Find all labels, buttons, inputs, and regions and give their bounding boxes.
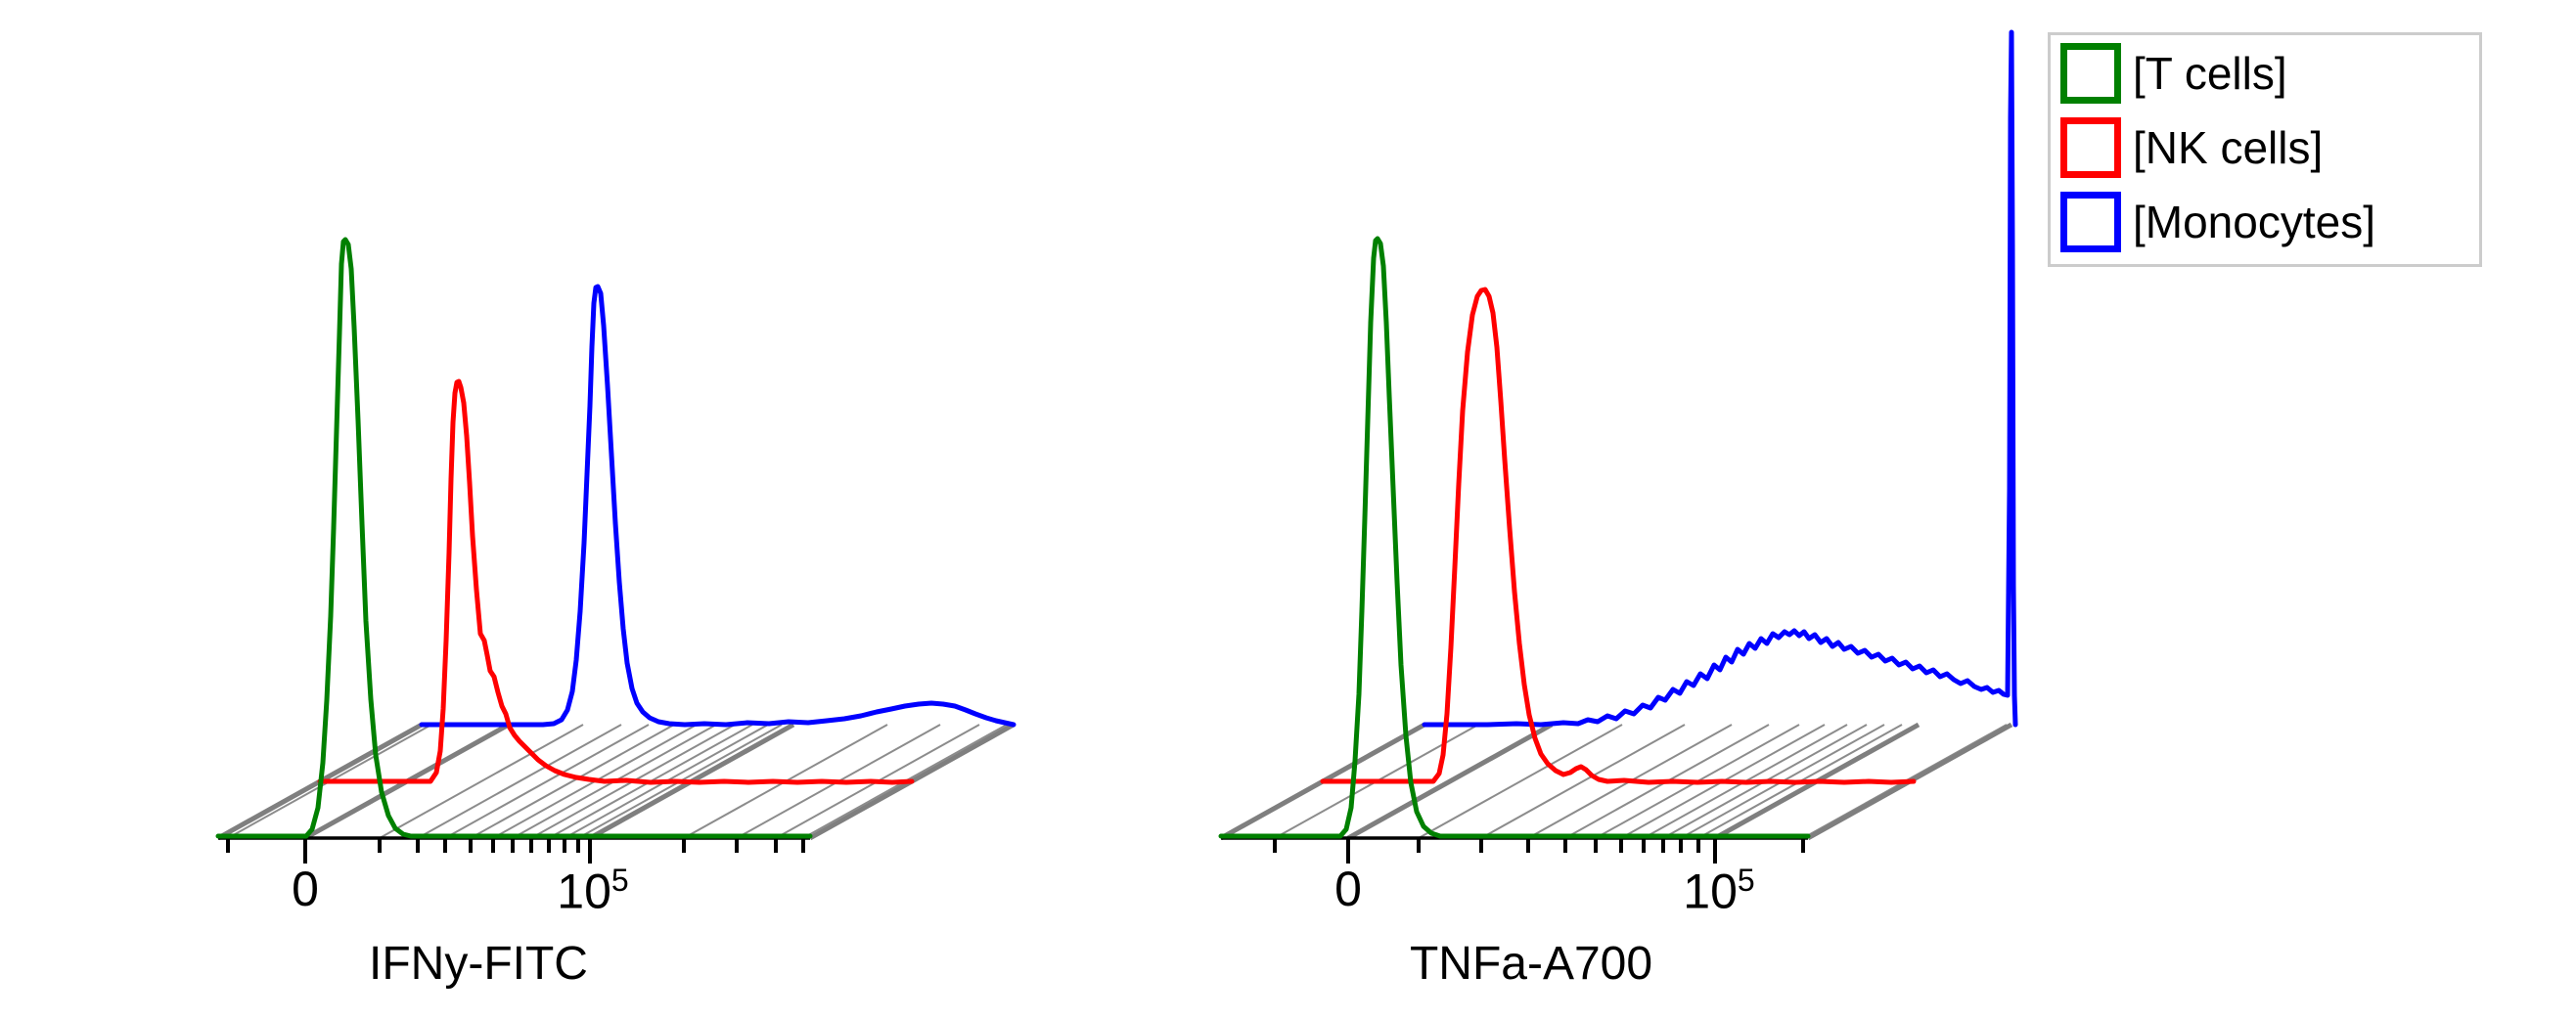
floor-gridline-minor [417, 724, 622, 839]
series-curve-monocytes [1422, 29, 2018, 728]
series-curve-nkcells [1320, 287, 1917, 785]
floor-gridline-minor [1480, 724, 1686, 839]
legend-box: [T cells] [NK cells] [Monocytes] [2048, 32, 2482, 267]
x-tick-label-1e5-panel1: 105 [557, 863, 629, 919]
floor-gridline-minor [1418, 724, 1623, 839]
x-axis-label-panel2: TNFa-A700 [1409, 938, 1653, 990]
x-tick-label-zero-panel2: 0 [1334, 862, 1362, 916]
legend-item-label: [T cells] [2133, 48, 2287, 99]
series-curve-nkcells [317, 378, 915, 785]
x-axis-label-panel1: IFNy-FITC [369, 938, 588, 990]
floor-gridline-minor [444, 724, 650, 839]
legend-item-monocytes: [Monocytes] [2060, 192, 2467, 252]
series-curve-tcells [215, 237, 813, 839]
nk-cells-swatch-icon [2060, 117, 2121, 178]
x-tick-label-zero-panel1: 0 [292, 862, 319, 916]
legend-item-label: [NK cells] [2133, 122, 2324, 173]
series-curve-tcells [1218, 236, 1811, 839]
monocytes-swatch-icon [2060, 192, 2121, 252]
x-tick-label-1e5-panel2: 105 [1683, 863, 1755, 919]
legend-item-label: [Monocytes] [2133, 197, 2375, 247]
t-cells-swatch-icon [2060, 43, 2121, 104]
series-curve-monocytes [419, 284, 1017, 728]
legend-item-nk-cells: [NK cells] [2060, 117, 2467, 178]
floor-gridline-minor [379, 724, 584, 839]
legend-item-t-cells: [T cells] [2060, 43, 2467, 104]
floor-gridline-minor [470, 724, 675, 839]
floor-gridline-major [1346, 722, 1554, 841]
